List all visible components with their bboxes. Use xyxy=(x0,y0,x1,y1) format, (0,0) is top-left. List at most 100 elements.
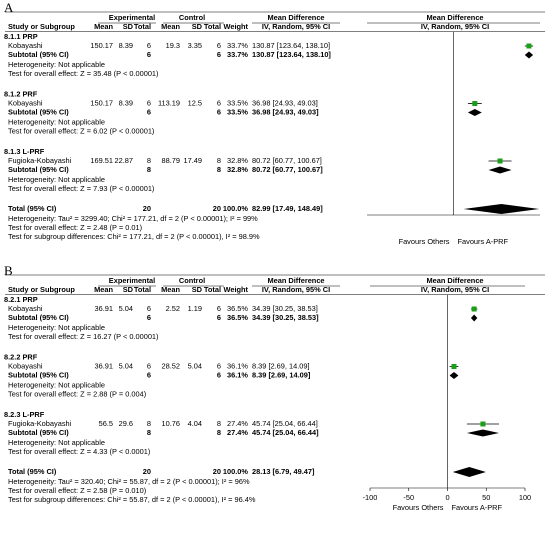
x-tick-label: -100 xyxy=(363,493,378,502)
column-header: IV, Random, 95% CI xyxy=(421,22,489,31)
cell-exp-total: 8 xyxy=(147,165,151,174)
cell-ctl-total: 6 xyxy=(217,41,221,50)
cell-exp-total: 20 xyxy=(143,467,151,476)
cell-exp-total: 6 xyxy=(147,304,151,313)
diamond xyxy=(466,429,499,437)
column-header: SD xyxy=(192,285,203,294)
footer-note: Heterogeneity: Tau² = 320.40; Chi² = 55.… xyxy=(8,477,250,486)
heterogeneity: Heterogeneity: Not applicable xyxy=(8,60,105,69)
row-label: Subtotal (95% CI) xyxy=(8,313,69,322)
overall-effect: Test for overall effect: Z = 2.88 (P = 0… xyxy=(8,389,146,398)
group-header: Mean Difference xyxy=(426,13,483,22)
cell-weight: 33.7% xyxy=(227,50,248,59)
cell-ctl-total: 6 xyxy=(217,107,221,116)
group-header: Control xyxy=(179,13,205,22)
cell-exp-mean: 36.91 xyxy=(95,361,114,370)
cell-ctl-mean: 28.52 xyxy=(162,361,181,370)
cell-exp-mean: 150.17 xyxy=(90,41,113,50)
row-label: Subtotal (95% CI) xyxy=(8,107,69,116)
overall-effect: Test for overall effect: Z = 7.93 (P < 0… xyxy=(8,184,154,193)
cell-exp-sd: 5.04 xyxy=(119,361,133,370)
cell-ctl-total: 8 xyxy=(217,165,221,174)
cell-exp-mean: 169.51 xyxy=(90,156,113,165)
footer-note: Test for overall effect: Z = 2.58 (P = 0… xyxy=(8,486,146,495)
column-header: SD xyxy=(123,285,134,294)
cell-ctl-mean: 88.79 xyxy=(162,156,181,165)
column-header: Study or Subgroup xyxy=(8,285,75,294)
row-label: Subtotal (95% CI) xyxy=(8,370,69,379)
row-label: Fugioka-Kobayashi xyxy=(8,156,72,165)
column-header: IV, Random, 95% CI xyxy=(262,22,330,31)
cell-weight: 33.5% xyxy=(227,107,248,116)
cell-weight: 33.5% xyxy=(227,98,248,107)
cell-weight: 36.1% xyxy=(227,370,248,379)
cell-exp-total: 6 xyxy=(147,41,151,50)
column-header: Total xyxy=(134,285,151,294)
column-header: Mean xyxy=(161,285,180,294)
cell-ctl-total: 6 xyxy=(217,313,221,322)
diamond xyxy=(488,166,512,174)
favours-left: Favours Others xyxy=(399,237,450,246)
column-header: Weight xyxy=(224,285,249,294)
effect-square xyxy=(471,306,477,312)
favours-right: Favours A-PRF xyxy=(452,503,503,512)
row-label: Kobayashi xyxy=(8,41,43,50)
cell-weight: 36.5% xyxy=(227,313,248,322)
heterogeneity: Heterogeneity: Not applicable xyxy=(8,175,105,184)
ci-text: 36.98 [24.93, 49.03] xyxy=(252,107,319,116)
cell-exp-mean: 56.5 xyxy=(99,419,113,428)
row-label: Subtotal (95% CI) xyxy=(8,50,69,59)
ci-text: 8.39 [2.69, 14.09] xyxy=(252,370,311,379)
cell-exp-total: 6 xyxy=(147,98,151,107)
ci-text: 45.74 [25.04, 66.44] xyxy=(252,428,319,437)
ci-text: 80.72 [60.77, 100.67] xyxy=(252,165,323,174)
x-tick-label: 50 xyxy=(482,493,490,502)
column-header: Total xyxy=(134,22,151,31)
column-header: Total xyxy=(204,285,221,294)
cell-weight: 27.4% xyxy=(227,419,248,428)
cell-exp-sd: 5.04 xyxy=(119,304,133,313)
row-label: Subtotal (95% CI) xyxy=(8,165,69,174)
group-header: Mean Difference xyxy=(426,276,483,285)
cell-weight: 32.8% xyxy=(227,165,248,174)
cell-exp-total: 8 xyxy=(147,156,151,165)
cell-weight: 33.7% xyxy=(227,41,248,50)
subgroup-title: 8.1.1 PRP xyxy=(4,32,38,41)
cell-ctl-sd: 12.5 xyxy=(188,98,202,107)
cell-ctl-mean: 19.3 xyxy=(166,41,180,50)
subgroup-title: 8.2.2 PRF xyxy=(4,352,38,361)
cell-weight: 36.1% xyxy=(227,361,248,370)
cell-ctl-sd: 4.04 xyxy=(188,419,202,428)
cell-ctl-sd: 17.49 xyxy=(184,156,203,165)
subgroup-title: 8.1.2 PRF xyxy=(4,89,38,98)
cell-exp-sd: 8.39 xyxy=(119,98,133,107)
footer-note: Test for overall effect: Z = 2.48 (P = 0… xyxy=(8,223,142,232)
cell-weight: 100.0% xyxy=(223,204,248,213)
x-tick-label: 100 xyxy=(519,493,531,502)
cell-ctl-total: 6 xyxy=(217,361,221,370)
row-label: Kobayashi xyxy=(8,98,43,107)
column-header: Mean xyxy=(94,285,113,294)
diamond xyxy=(524,51,534,59)
effect-square xyxy=(472,101,478,106)
cell-exp-total: 6 xyxy=(147,370,151,379)
ci-text: 45.74 [25.04, 66.44] xyxy=(252,419,318,428)
panel-label: B xyxy=(4,263,13,278)
effect-square xyxy=(526,43,532,49)
cell-exp-sd: 29.6 xyxy=(119,419,133,428)
row-label: Fugioka-Kobayashi xyxy=(8,419,72,428)
cell-ctl-total: 6 xyxy=(217,304,221,313)
x-tick-label: 0 xyxy=(445,493,449,502)
cell-ctl-total: 6 xyxy=(217,50,221,59)
cell-ctl-sd: 1.19 xyxy=(188,304,202,313)
column-header: Study or Subgroup xyxy=(8,22,75,31)
group-header: Mean Difference xyxy=(267,276,324,285)
cell-ctl-mean: 113.19 xyxy=(158,98,180,107)
favours-right: Favours A-PRF xyxy=(458,237,509,246)
cell-exp-sd: 8.39 xyxy=(119,41,133,50)
row-label: Kobayashi xyxy=(8,304,43,313)
x-tick-label: -50 xyxy=(403,493,414,502)
diamond xyxy=(463,204,540,214)
ci-text: 82.99 [17.49, 148.49] xyxy=(252,204,323,213)
